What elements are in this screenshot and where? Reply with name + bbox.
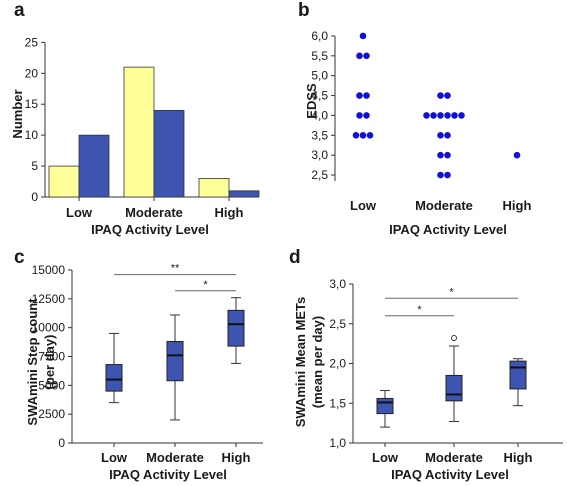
x-tick-label: High [222, 450, 251, 465]
panel-b: b 2,5 3,0 3,5 4,0 4,5 5,0 5,5 6,0 Low Moderate High… [298, 0, 531, 237]
y-axis-label: SWAmini Step count [25, 298, 40, 426]
data-point [444, 132, 451, 139]
y-tick-label: 20 [25, 66, 39, 80]
y-tick-label: 0 [31, 190, 38, 204]
significance-label: ** [171, 263, 180, 275]
panel-label: a [14, 0, 25, 21]
panel-label: c [14, 247, 25, 268]
data-point [444, 151, 451, 159]
data-point [513, 151, 521, 159]
bar [123, 66, 155, 198]
y-axis-label: EDSS [304, 83, 319, 119]
data-point [444, 171, 451, 179]
y-tick-label: 5000 [38, 378, 65, 392]
y-tick-label: 2,5 [329, 317, 346, 331]
data-point [356, 92, 363, 99]
box [105, 364, 123, 392]
panel-label: d [289, 247, 301, 268]
y-tick-label: 25 [25, 35, 39, 49]
y-tick-label: 4,5 [311, 89, 328, 103]
significance-label: * [417, 304, 422, 316]
y-tick-label: 3,0 [329, 277, 346, 291]
y-tick-label: 5,0 [311, 69, 328, 83]
data-point [458, 112, 465, 119]
data-point [423, 112, 430, 119]
data-point [363, 52, 370, 60]
x-tick-label: Moderate [125, 205, 183, 220]
data-point [363, 112, 370, 119]
data-point [437, 132, 444, 139]
bar [228, 190, 260, 198]
data-point [363, 92, 370, 99]
data-point [366, 132, 374, 139]
y-tick-label: 12500 [32, 292, 66, 306]
y-tick-label: 2500 [38, 407, 65, 421]
x-tick-label: High [503, 198, 532, 213]
box [376, 397, 394, 415]
bar [198, 178, 230, 198]
data-point [356, 52, 363, 60]
bar [48, 165, 80, 198]
y-tick-label: 4,0 [311, 108, 328, 122]
x-axis-label: IPAQ Activity Level [109, 467, 227, 482]
significance-label: * [203, 279, 208, 291]
data-point [437, 112, 444, 119]
y-tick-label: 0 [58, 436, 65, 450]
y-tick-label: 15000 [32, 263, 66, 277]
data-point [430, 112, 437, 119]
data-point [359, 132, 367, 139]
y-tick-label: 7500 [38, 350, 65, 364]
y-axis-label: Number [10, 89, 25, 138]
outlier-point [451, 335, 457, 342]
panel-label: b [298, 0, 310, 21]
x-axis-label: IPAQ Activity Level [391, 467, 509, 482]
y-tick-label: 10 [25, 128, 39, 142]
y-tick-label: 15 [25, 97, 39, 111]
x-tick-label: Moderate [415, 198, 473, 213]
panel-a: a 0 5 10 15 20 25 Low Moderate High IPAQ Activity … [10, 0, 260, 237]
x-tick-label: Moderate [425, 450, 483, 465]
data-point [451, 112, 458, 119]
y-tick-label: 2,0 [329, 357, 346, 371]
x-tick-label: Moderate [146, 450, 204, 465]
data-point [359, 32, 367, 40]
data-point [356, 112, 363, 119]
x-tick-label: High [504, 450, 533, 465]
y-axis-label: SWAmini Mean METs [293, 297, 308, 428]
x-axis-label: IPAQ Activity Level [389, 222, 507, 237]
y-tick-label: 3,0 [311, 148, 328, 162]
x-tick-label: Low [66, 205, 93, 220]
y-tick-label: 6,0 [311, 29, 328, 43]
data-point [444, 92, 451, 99]
x-axis-label: IPAQ Activity Level [91, 222, 209, 237]
data-point [444, 112, 451, 119]
data-point [437, 92, 444, 99]
box [227, 309, 245, 347]
y-tick-label: 5,5 [311, 49, 328, 63]
significance-label: * [449, 286, 454, 298]
panel-d: d 1,0 1,5 2,0 2,5 3,0 Low Moderate High IPAQ Acti… [289, 247, 563, 482]
box [509, 360, 527, 390]
bar [153, 110, 185, 198]
y-tick-label: 10000 [32, 321, 66, 335]
box [166, 341, 184, 382]
y-tick-label: 5 [31, 159, 38, 173]
y-axis-label-2: (per day) [42, 335, 57, 390]
x-tick-label: High [215, 205, 244, 220]
x-tick-label: Low [372, 450, 399, 465]
y-tick-label: 2,5 [311, 168, 328, 182]
y-axis-label-2: (mean per day) [310, 316, 325, 408]
y-tick-label: 1,5 [329, 396, 346, 410]
x-tick-label: Low [101, 450, 128, 465]
data-point [352, 132, 360, 139]
box [445, 374, 463, 402]
panel-c: c 0 2500 5000 7500 10000 12500 15000 Low Moderate… [14, 247, 263, 482]
bar [78, 134, 110, 198]
y-tick-label: 3,5 [311, 128, 328, 142]
data-point [437, 151, 444, 159]
data-point [437, 171, 444, 179]
x-tick-label: Low [350, 198, 377, 213]
y-tick-label: 1,0 [329, 436, 346, 450]
